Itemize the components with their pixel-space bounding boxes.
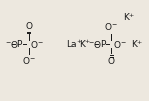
Text: K$^{+}$: K$^{+}$	[123, 11, 136, 23]
Text: $^{-}$O: $^{-}$O	[88, 39, 102, 50]
Text: O$^{-}$: O$^{-}$	[22, 55, 36, 66]
Text: O$^{-}$: O$^{-}$	[30, 39, 44, 50]
Text: O$^{-}$: O$^{-}$	[113, 39, 127, 50]
Text: K: K	[79, 40, 85, 49]
Text: O: O	[108, 57, 115, 66]
Text: K$^{+}$: K$^{+}$	[131, 38, 143, 50]
Text: P: P	[16, 40, 22, 49]
Text: $^{-}$O: $^{-}$O	[5, 39, 19, 50]
Text: P: P	[100, 40, 105, 49]
Text: +: +	[85, 39, 90, 44]
Text: O: O	[25, 22, 32, 31]
Text: +: +	[76, 39, 81, 44]
Text: La: La	[66, 40, 77, 49]
Text: O$^{-}$: O$^{-}$	[104, 21, 118, 32]
